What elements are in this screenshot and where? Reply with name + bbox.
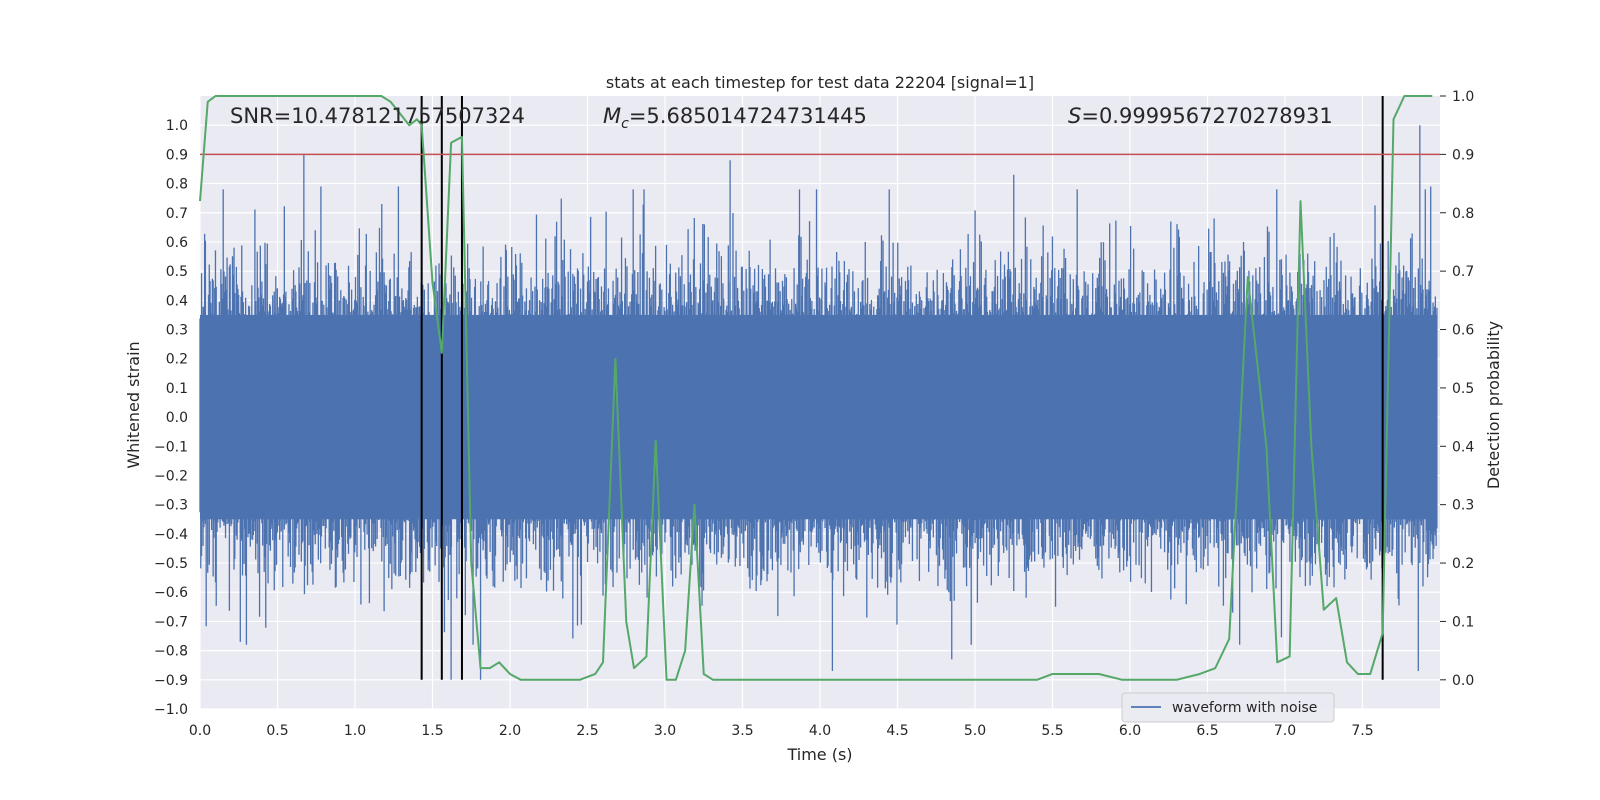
y-left-tick-label: −0.3 — [154, 498, 188, 514]
y-right-tick-label: 0.9 — [1452, 147, 1474, 163]
y-right-tick-label: 1.0 — [1452, 89, 1474, 105]
y-right-axis-label: Detection probability — [1484, 321, 1503, 489]
x-tick-labels: 0.0 0.5 1.0 1.5 2.0 2.5 3.0 3.5 4.0 4.5 5.0 5.5 6.0 6… — [189, 723, 1374, 739]
x-tick-label: 0.0 — [189, 723, 211, 739]
snr-annotation: SNR=10.478121757507324 — [230, 104, 525, 128]
y-left-tick-labels: 1.0 0.9 0.8 0.7 0.6 0.5 0.4 0.3 0.2 0.1 0.0 −0.1 −0.… — [154, 118, 188, 718]
legend-label: waveform with noise — [1172, 700, 1317, 716]
y-left-tick-label: 0.2 — [166, 352, 188, 368]
x-tick-label: 3.5 — [731, 723, 753, 739]
y-right-tick-labels: 1.0 0.9 0.8 0.7 0.6 0.5 0.4 0.3 0.2 0.1 0.0 — [1440, 89, 1474, 689]
chirp-mass-value: =5.685014724731445 — [629, 104, 867, 128]
y-right-tick-label: 0.1 — [1452, 614, 1474, 630]
x-tick-label: 0.5 — [266, 723, 288, 739]
x-tick-label: 5.0 — [964, 723, 986, 739]
vertical-markers — [420, 96, 1384, 680]
y-right-tick-label: 0.7 — [1452, 264, 1474, 280]
chirp-mass-subscript: c — [621, 116, 629, 132]
chart-title: stats at each timestep for test data 222… — [606, 73, 1034, 92]
probability-line — [199, 95, 1433, 681]
y-left-tick-label: 0.7 — [166, 206, 188, 222]
y-left-tick-label: −0.2 — [154, 468, 188, 484]
y-left-tick-label: 0.3 — [166, 323, 188, 339]
y-left-tick-label: 0.1 — [166, 381, 188, 397]
score-value: =0.9999567270278931 — [1081, 104, 1332, 128]
y-right-tick-label: 0.6 — [1452, 323, 1474, 339]
y-left-tick-label: −1.0 — [154, 702, 188, 718]
x-tick-label: 1.5 — [421, 723, 443, 739]
chirp-mass-symbol: M — [603, 104, 621, 128]
y-left-tick-label: 0.9 — [166, 147, 188, 163]
y-left-tick-label: 0.8 — [166, 177, 188, 193]
y-right-tick-label: 0.0 — [1452, 673, 1474, 689]
x-tick-label: 1.0 — [344, 723, 366, 739]
y-left-axis-label: Whitened strain — [124, 341, 143, 468]
x-tick-label: 4.5 — [886, 723, 908, 739]
y-left-tick-label: 1.0 — [166, 118, 188, 134]
y-left-tick-label: −0.6 — [154, 585, 188, 601]
y-left-tick-label: −0.5 — [154, 556, 188, 572]
y-right-tick-label: 0.4 — [1452, 439, 1474, 455]
score-annotation: S=0.9999567270278931 — [1068, 104, 1333, 128]
x-axis-label: Time (s) — [786, 745, 852, 764]
x-tick-label: 3.0 — [654, 723, 676, 739]
legend-box — [1121, 692, 1335, 723]
waveform-series — [199, 125, 1438, 680]
x-tick-label: 6.5 — [1196, 723, 1218, 739]
x-tick-label: 7.0 — [1274, 723, 1296, 739]
probability-series — [199, 95, 1433, 681]
score-symbol: S — [1068, 104, 1081, 128]
x-tick-label: 2.0 — [499, 723, 521, 739]
y-left-tick-label: 0.4 — [166, 293, 188, 309]
chirp-mass-annotation: Mc=5.685014724731445 — [603, 104, 867, 132]
y-right-tick-label: 0.2 — [1452, 556, 1474, 572]
y-left-tick-label: −0.7 — [154, 614, 188, 630]
y-left-tick-label: −0.1 — [154, 439, 188, 455]
x-tick-label: 4.0 — [809, 723, 831, 739]
y-left-tick-label: −0.8 — [154, 644, 188, 660]
y-left-tick-label: 0.6 — [166, 235, 188, 251]
x-tick-label: 2.5 — [576, 723, 598, 739]
y-right-tick-label: 0.8 — [1452, 206, 1474, 222]
x-tick-label: 5.5 — [1041, 723, 1063, 739]
legend: waveform with noise — [1121, 692, 1335, 723]
y-left-tick-label: 0.5 — [166, 264, 188, 280]
y-right-tick-label: 0.5 — [1452, 381, 1474, 397]
x-tick-label: 6.0 — [1119, 723, 1141, 739]
y-left-tick-label: 0.0 — [166, 410, 188, 426]
y-right-tick-label: 0.3 — [1452, 498, 1474, 514]
x-tick-label: 7.5 — [1351, 723, 1373, 739]
y-left-tick-label: −0.9 — [154, 673, 188, 689]
y-left-tick-label: −0.4 — [154, 527, 188, 543]
